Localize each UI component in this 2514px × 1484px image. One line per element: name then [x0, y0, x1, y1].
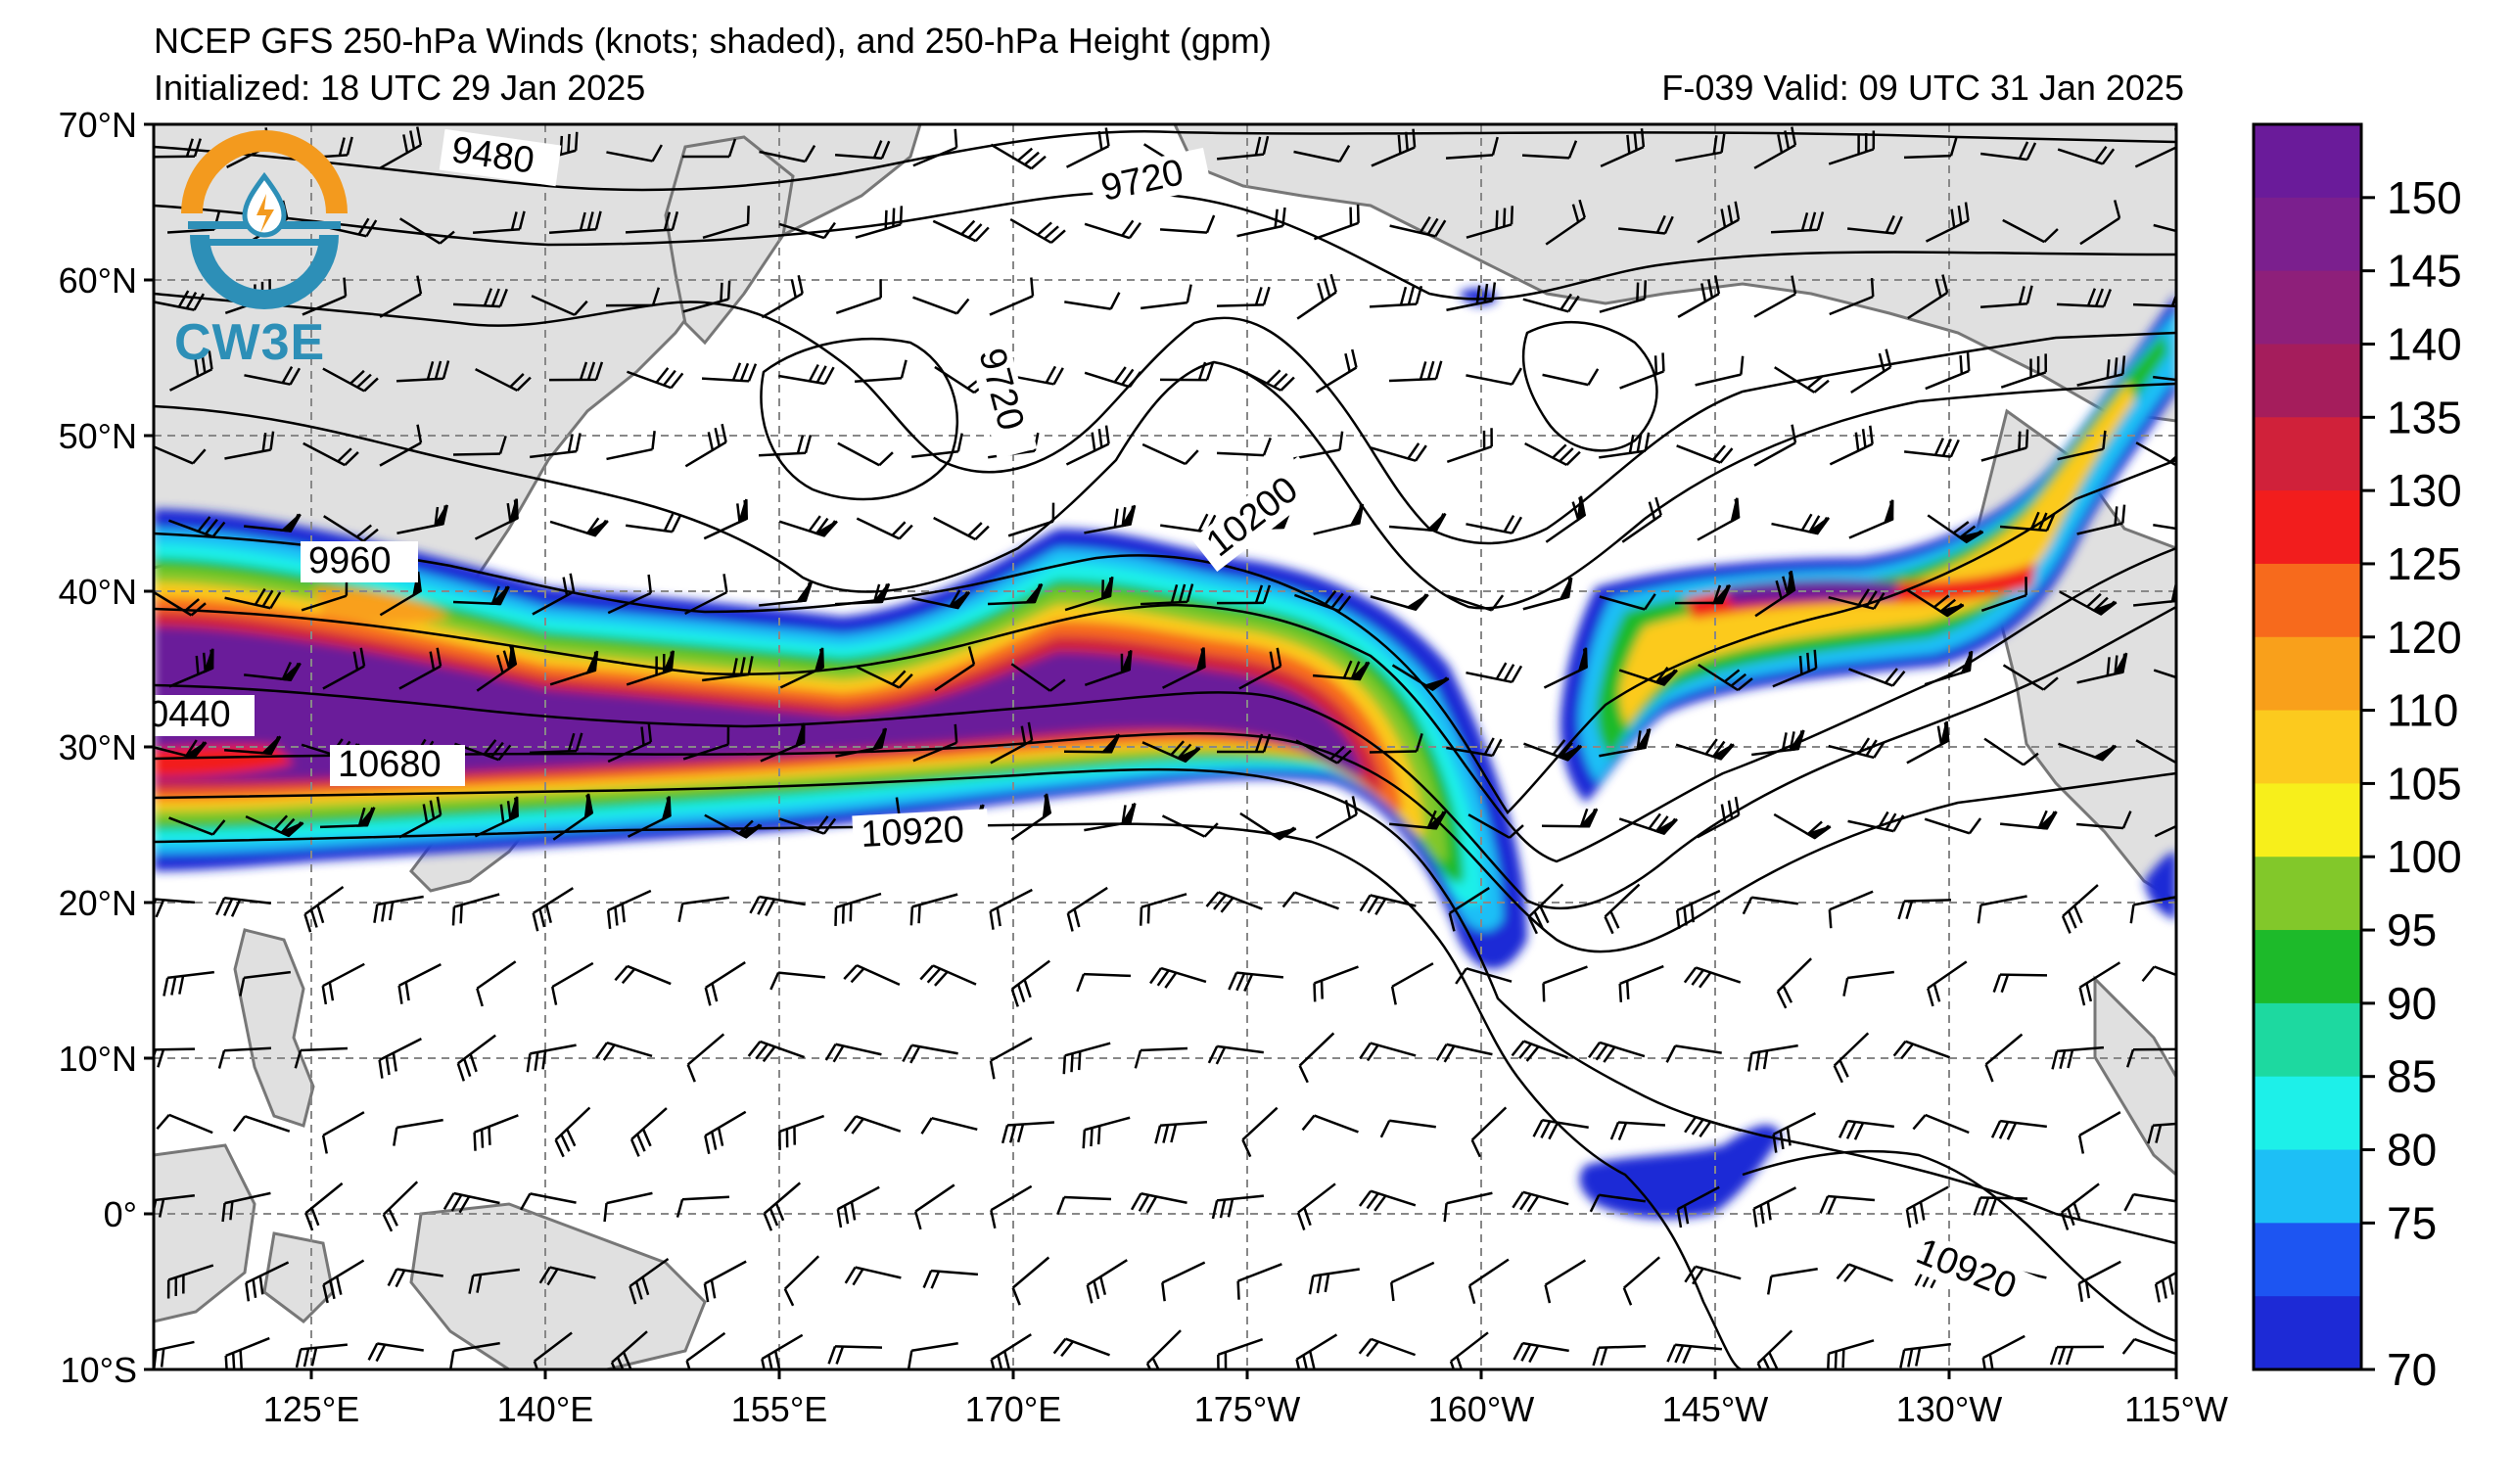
lon-label: 145°W: [1662, 1389, 1768, 1429]
colorbar-tick-label: 145: [2387, 246, 2462, 297]
colorbar-swatch: [2254, 930, 2361, 1003]
contour-label: 10680: [338, 744, 442, 785]
lat-label: 30°N: [59, 727, 137, 767]
lat-labels: 70°N 60°N 50°N 40°N 30°N 20°N 10°N 0° 10…: [59, 105, 137, 1390]
colorbar-tick-label: 70: [2387, 1344, 2437, 1395]
colorbar-tick-label: 140: [2387, 318, 2462, 369]
colorbar-tick-label: 130: [2387, 465, 2462, 516]
lat-label: 60°N: [59, 260, 137, 301]
colorbar-swatch: [2254, 344, 2361, 417]
colorbar-tick-label: 125: [2387, 538, 2462, 589]
lat-label: 0°: [104, 1194, 137, 1234]
colorbar-swatch: [2254, 711, 2361, 784]
lat-label: 20°N: [59, 883, 137, 923]
colorbar-tick-label: 80: [2387, 1125, 2437, 1176]
logo-text: CW3E: [174, 313, 325, 372]
colorbar-swatch: [2254, 1150, 2361, 1224]
colorbar-swatch: [2254, 417, 2361, 490]
colorbar-tick-label: 120: [2387, 612, 2462, 663]
contour-label: 9960: [308, 540, 392, 581]
lon-labels: 125°E 140°E 155°E 170°E 175°W 160°W 145°…: [263, 1389, 2228, 1429]
lat-label: 50°N: [59, 416, 137, 456]
colorbar-tick-label: 75: [2387, 1197, 2437, 1248]
colorbar-swatch: [2254, 1003, 2361, 1077]
colorbar: [2254, 124, 2361, 1370]
colorbar-swatch: [2254, 857, 2361, 930]
lon-label: 170°E: [965, 1389, 1061, 1429]
contour-label: 10920: [860, 810, 965, 856]
colorbar-swatch: [2254, 637, 2361, 711]
lon-label: 175°W: [1194, 1389, 1300, 1429]
lon-label: 160°W: [1428, 1389, 1534, 1429]
lon-label: 115°W: [2124, 1389, 2228, 1429]
colorbar-swatch: [2254, 1077, 2361, 1150]
lat-label: 40°N: [59, 572, 137, 612]
lat-label: 10°S: [61, 1350, 137, 1390]
colorbar-ticks: 150 145 140 135 130 125 120 110 105 100 95 90 85 80 75…: [2361, 172, 2462, 1395]
colorbar-swatch: [2254, 124, 2361, 198]
lon-label: 125°E: [263, 1389, 359, 1429]
colorbar-tick-label: 100: [2387, 831, 2462, 882]
colorbar-swatch: [2254, 490, 2361, 564]
colorbar-tick-label: 105: [2387, 758, 2462, 809]
colorbar-swatch: [2254, 564, 2361, 637]
colorbar-swatch: [2254, 1223, 2361, 1296]
contour-label: 10440: [127, 694, 231, 735]
colorbar-tick-label: 90: [2387, 978, 2437, 1029]
colorbar-tick-label: 110: [2387, 685, 2458, 736]
lon-label: 140°E: [497, 1389, 593, 1429]
colorbar-tick-label: 85: [2387, 1051, 2437, 1102]
lon-label: 130°W: [1896, 1389, 2002, 1429]
colorbar-swatch: [2254, 783, 2361, 857]
colorbar-tick-label: 135: [2387, 392, 2462, 442]
lat-label: 70°N: [59, 105, 137, 145]
colorbar-tick-label: 150: [2387, 172, 2462, 223]
lon-label: 155°E: [731, 1389, 827, 1429]
colorbar-tick-label: 95: [2387, 904, 2437, 955]
lat-label: 10°N: [59, 1039, 137, 1079]
colorbar-swatch: [2254, 1296, 2361, 1369]
colorbar-swatch: [2254, 198, 2361, 271]
colorbar-swatch: [2254, 271, 2361, 345]
